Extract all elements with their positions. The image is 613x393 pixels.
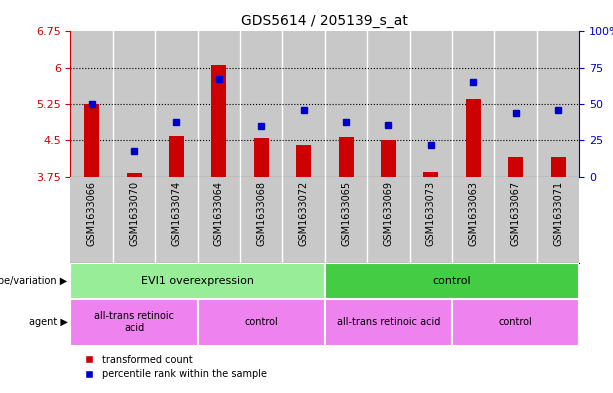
Text: GSM1633064: GSM1633064 — [214, 181, 224, 246]
Bar — [550, 158, 566, 177]
Bar — [84, 104, 99, 177]
Bar — [325, 263, 579, 299]
Text: control: control — [433, 276, 471, 286]
Bar — [409, 177, 452, 263]
Bar — [495, 31, 537, 177]
Bar — [325, 31, 367, 177]
Bar — [409, 31, 452, 177]
Bar — [113, 31, 155, 177]
Bar — [197, 177, 240, 263]
Bar — [452, 31, 495, 177]
Bar — [452, 299, 579, 346]
Bar — [197, 299, 325, 346]
Text: GSM1633074: GSM1633074 — [172, 181, 181, 246]
Bar — [338, 137, 354, 177]
Text: all-trans retinoic
acid: all-trans retinoic acid — [94, 312, 174, 333]
Bar — [70, 177, 113, 263]
Bar — [367, 177, 409, 263]
Legend: transformed count, percentile rank within the sample: transformed count, percentile rank withi… — [75, 351, 270, 383]
Bar — [70, 299, 197, 346]
Bar — [537, 177, 579, 263]
Text: GSM1633068: GSM1633068 — [256, 181, 266, 246]
Bar — [325, 177, 367, 263]
Text: genotype/variation ▶: genotype/variation ▶ — [0, 276, 67, 286]
Title: GDS5614 / 205139_s_at: GDS5614 / 205139_s_at — [242, 14, 408, 28]
Bar — [452, 177, 495, 263]
Text: GSM1633072: GSM1633072 — [299, 181, 309, 246]
Bar — [466, 99, 481, 177]
Bar — [537, 31, 579, 177]
Text: GSM1633063: GSM1633063 — [468, 181, 478, 246]
Bar — [495, 177, 537, 263]
Bar — [169, 136, 184, 177]
Bar — [254, 138, 268, 177]
Bar — [155, 31, 197, 177]
Text: EVI1 overexpression: EVI1 overexpression — [141, 276, 254, 286]
Bar — [240, 31, 283, 177]
Text: control: control — [499, 317, 533, 327]
Text: GSM1633070: GSM1633070 — [129, 181, 139, 246]
Bar — [240, 177, 283, 263]
Bar — [381, 141, 396, 177]
Bar — [367, 31, 409, 177]
Bar — [70, 263, 325, 299]
Text: GSM1633065: GSM1633065 — [341, 181, 351, 246]
Bar — [211, 65, 226, 177]
Bar — [283, 177, 325, 263]
Bar — [296, 145, 311, 177]
Text: all-trans retinoic acid: all-trans retinoic acid — [337, 317, 440, 327]
Text: GSM1633066: GSM1633066 — [86, 181, 97, 246]
Text: GSM1633069: GSM1633069 — [384, 181, 394, 246]
Bar — [197, 31, 240, 177]
Bar — [283, 31, 325, 177]
Text: agent ▶: agent ▶ — [29, 317, 67, 327]
Bar — [325, 299, 452, 346]
Bar — [70, 31, 113, 177]
Bar — [155, 177, 197, 263]
Text: GSM1633071: GSM1633071 — [553, 181, 563, 246]
Text: control: control — [245, 317, 278, 327]
Bar — [508, 158, 523, 177]
Bar — [113, 177, 155, 263]
Bar — [127, 173, 142, 177]
Text: GSM1633067: GSM1633067 — [511, 181, 520, 246]
Bar — [424, 172, 438, 177]
Text: GSM1633073: GSM1633073 — [426, 181, 436, 246]
